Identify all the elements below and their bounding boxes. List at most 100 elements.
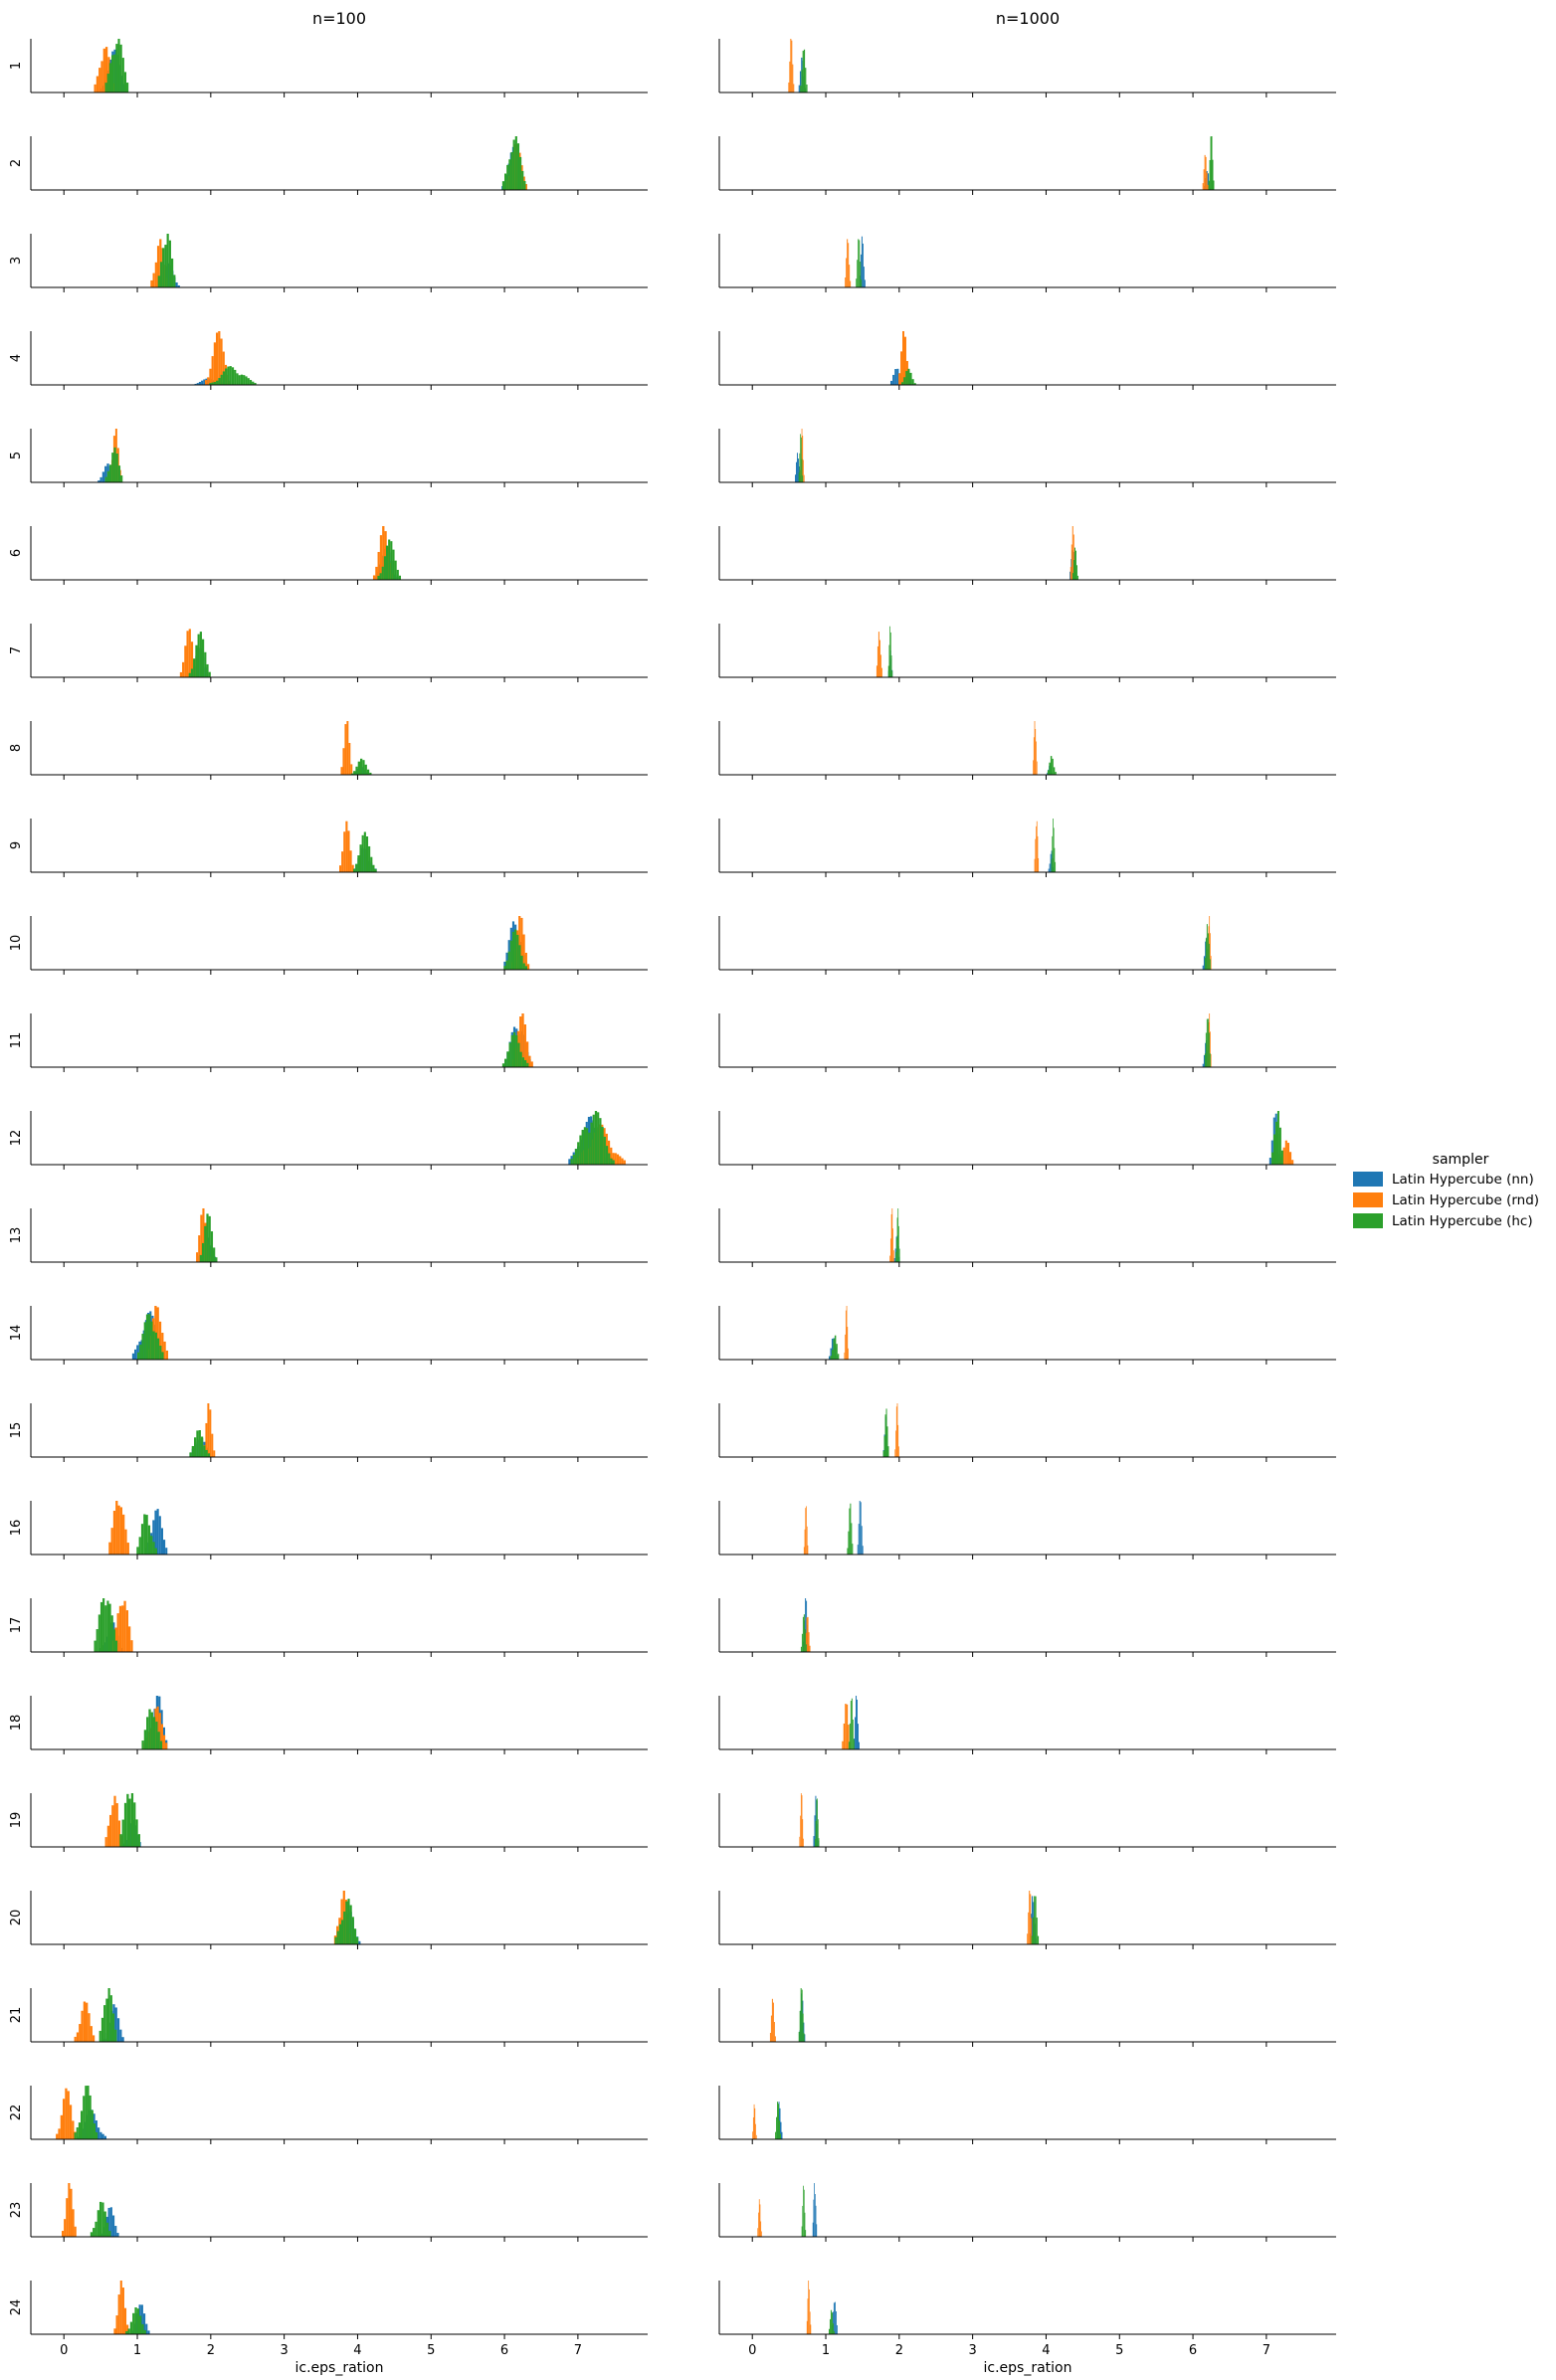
- histogram-bar-hc: [129, 2321, 133, 2334]
- row-label: 20: [9, 1910, 24, 1926]
- histogram-bar-rnd: [612, 1153, 615, 1165]
- histogram-bar-rnd: [379, 535, 383, 580]
- histogram-bar-hc: [829, 2318, 831, 2334]
- histogram-bar-hc: [125, 2330, 128, 2334]
- histogram-bar-hc: [95, 2221, 97, 2237]
- histogram-bar-hc: [188, 672, 191, 677]
- histogram-bar-rnd: [86, 2002, 89, 2042]
- histogram-bar-rnd: [846, 1704, 849, 1749]
- x-tick-label: 5: [1115, 2343, 1123, 2358]
- row-label: 17: [9, 1617, 24, 1634]
- histogram-bar-rnd: [1037, 835, 1039, 872]
- histogram-bar-hc: [97, 1614, 100, 1652]
- histogram-bar-rnd: [1210, 1031, 1211, 1067]
- panel-6-n100: [30, 526, 648, 585]
- histogram-bar-hc: [512, 139, 515, 190]
- histogram-bar-rnd: [753, 2104, 755, 2139]
- histogram-bar-hc: [209, 383, 212, 385]
- histogram-bar-rnd: [801, 1795, 803, 1847]
- histogram-bar-hc: [127, 2328, 130, 2334]
- histogram-bar-rnd: [788, 82, 790, 92]
- histogram-bar-nn: [816, 2224, 818, 2237]
- histogram-bar-rnd: [807, 2298, 809, 2334]
- histogram-bar-hc: [97, 2210, 99, 2237]
- histogram-bar-hc: [801, 1633, 803, 1652]
- histogram-bar-hc: [857, 260, 859, 287]
- histogram-bar-hc: [204, 651, 207, 677]
- histogram-bar-rnd: [1033, 760, 1034, 775]
- histogram-bar-nn: [892, 374, 895, 385]
- histogram-bar-hc: [510, 1034, 513, 1067]
- histogram-bar-rnd: [342, 748, 345, 775]
- histogram-bar-rnd: [112, 1511, 116, 1555]
- histogram-bar-hc: [104, 476, 107, 482]
- histogram-bar-hc: [830, 2309, 832, 2334]
- histogram-bar-hc: [366, 769, 370, 775]
- histogram-bar-nn: [1047, 772, 1049, 775]
- histogram-bar-nn: [803, 2022, 805, 2042]
- panel-5-n1000: [718, 429, 1336, 487]
- histogram-bar-hc: [605, 1146, 609, 1165]
- histogram-bar-hc: [152, 1542, 155, 1555]
- histogram-bar-rnd: [72, 2120, 75, 2139]
- histogram-bar-rnd: [789, 61, 791, 92]
- histogram-bar-rnd: [344, 724, 347, 775]
- panel-9-n1000: [718, 819, 1336, 877]
- histogram-bar-rnd: [805, 1632, 807, 1652]
- histogram-bar-hc: [345, 1901, 348, 1944]
- histogram-bar-rnd: [211, 356, 214, 385]
- histogram-bar-rnd: [372, 575, 376, 580]
- histogram-bar-rnd: [113, 2328, 116, 2334]
- histogram-bar-hc: [805, 1644, 807, 1652]
- histogram-bar-rnd: [806, 1506, 807, 1555]
- panel-15-n100: [30, 1403, 648, 1462]
- row-label: 18: [9, 1715, 24, 1732]
- x-tick-label: 3: [281, 2343, 289, 2358]
- histogram-bar-nn: [813, 1836, 815, 1847]
- histogram-bar-rnd: [845, 276, 847, 287]
- histogram-bar-hc: [173, 275, 176, 287]
- histogram-bar-nn: [857, 1699, 858, 1749]
- histogram-bar-rnd: [889, 1255, 890, 1262]
- histogram-bar-rnd: [894, 1449, 896, 1457]
- histogram-bar-nn: [101, 2133, 104, 2139]
- histogram-bar-nn: [860, 254, 862, 287]
- histogram-bar-hc: [355, 863, 358, 872]
- panel-21-n100: [30, 1988, 648, 2047]
- histogram-bar-hc: [370, 856, 373, 872]
- histogram-bar-hc: [891, 670, 893, 677]
- histogram-bar-hc: [96, 2131, 98, 2139]
- histogram-bar-nn: [795, 474, 796, 482]
- histogram-bar-rnd: [207, 1403, 210, 1457]
- histogram-bar-hc: [1054, 847, 1056, 872]
- histogram-bar-hc: [114, 2029, 117, 2042]
- histogram-bar-rnd: [1284, 1140, 1287, 1165]
- histogram-bar-hc: [851, 1698, 853, 1749]
- histogram-bar-hc: [848, 1531, 850, 1555]
- histogram-bar-hc: [189, 1452, 192, 1457]
- panel-17-n100: [30, 1598, 648, 1657]
- histogram-bar-rnd: [774, 2036, 776, 2042]
- histogram-bar-hc: [834, 1335, 837, 1360]
- histogram-bar-hc: [123, 1802, 127, 1847]
- histogram-bar-hc: [201, 639, 205, 677]
- histogram-bar-hc: [199, 632, 202, 677]
- histogram-bar-rnd: [771, 1998, 773, 2042]
- row-label: 22: [9, 2105, 24, 2121]
- histogram-bar-hc: [136, 2308, 139, 2334]
- histogram-bar-hc: [570, 1159, 573, 1165]
- histogram-bar-nn: [858, 1741, 860, 1749]
- histogram-bar-rnd: [124, 1529, 127, 1555]
- panel-24-n100: 0 1 2 3 4 5 6 7 ic.eps_ration: [30, 2281, 648, 2376]
- histogram-bar-hc: [861, 279, 863, 287]
- histogram-bar-hc: [208, 671, 211, 677]
- histogram-bar-rnd: [156, 1706, 159, 1749]
- panel-11-n100: [30, 1013, 648, 1072]
- histogram-bar-hc: [240, 374, 244, 385]
- histogram-bar-hc: [849, 1723, 851, 1749]
- histogram-bar-rnd: [1036, 825, 1037, 872]
- histogram-bar-rnd: [895, 1406, 897, 1457]
- histogram-bar-rnd: [165, 1742, 168, 1749]
- histogram-bar-nn: [198, 381, 202, 385]
- histogram-bar-rnd: [758, 2199, 760, 2237]
